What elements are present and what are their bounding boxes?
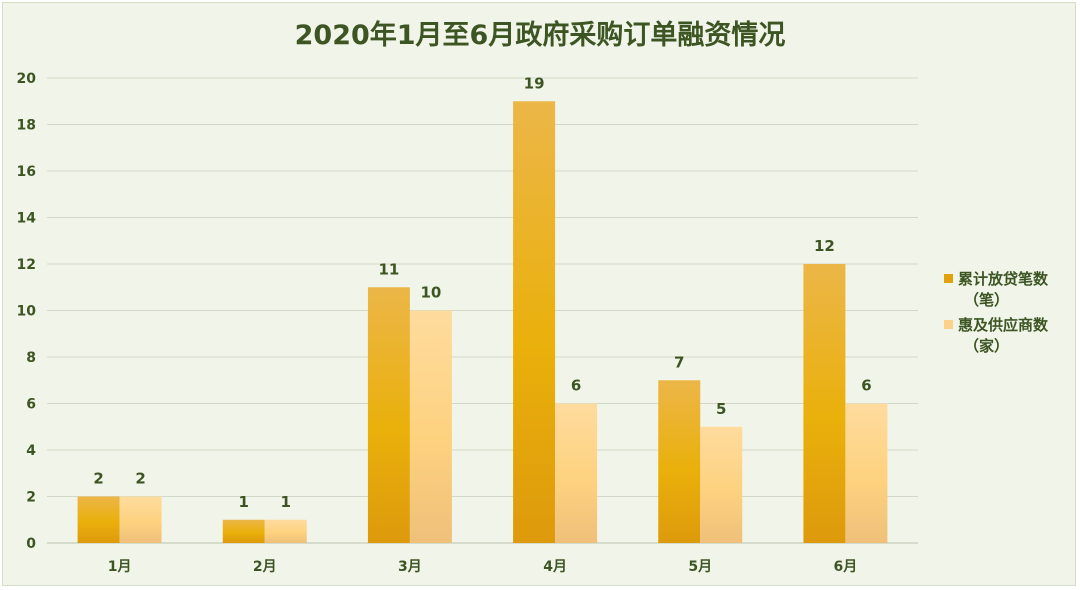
legend-swatch	[944, 274, 953, 283]
bar-series-1	[264, 519, 307, 543]
y-tick-label: 10	[17, 304, 37, 320]
y-tick-label: 14	[17, 211, 37, 227]
y-axis-ticks: 0 2 4 6 8 10 12 14 16 18 20	[17, 71, 37, 552]
bars-group	[77, 101, 888, 543]
legend-label: （家）	[964, 337, 1009, 355]
legend: 累计放贷笔数 （笔） 惠及供应商数 （家）	[944, 270, 1049, 355]
legend-label: 累计放贷笔数	[958, 270, 1049, 288]
bar-series-0	[513, 101, 556, 543]
y-tick-label: 2	[26, 490, 36, 506]
data-label: 19	[524, 74, 545, 92]
data-label: 12	[814, 237, 835, 255]
y-tick-label: 12	[17, 257, 36, 273]
x-axis-categories: 1月 2月 3月 4月 5月 6月	[108, 559, 858, 575]
x-category-label: 3月	[398, 559, 422, 575]
bar-series-0	[658, 380, 701, 543]
y-tick-label: 0	[26, 536, 36, 552]
data-label: 7	[674, 353, 684, 371]
x-category-label: 6月	[834, 559, 858, 575]
data-label: 1	[239, 493, 249, 511]
bar-series-1	[555, 403, 598, 543]
data-label: 11	[378, 260, 399, 278]
legend-label: 惠及供应商数	[958, 316, 1049, 334]
y-tick-label: 18	[17, 118, 36, 134]
y-tick-label: 16	[17, 164, 36, 180]
y-tick-label: 20	[17, 71, 37, 87]
chart-title: 2020年1月至6月政府采购订单融资情况	[295, 19, 786, 51]
bar-series-1	[119, 496, 162, 543]
data-label: 10	[420, 284, 441, 302]
bar-series-1	[409, 310, 452, 543]
data-label: 2	[93, 470, 103, 488]
legend-swatch	[944, 320, 953, 329]
legend-label: （笔）	[964, 291, 1009, 309]
y-tick-label: 4	[26, 443, 36, 459]
x-category-label: 2月	[253, 559, 277, 575]
data-label: 2	[135, 470, 145, 488]
x-category-label: 4月	[543, 559, 567, 575]
x-category-label: 1月	[108, 559, 132, 575]
data-label: 5	[716, 400, 726, 418]
bar-series-0	[222, 519, 265, 543]
bar-series-0	[367, 287, 410, 543]
bar-series-1	[700, 426, 743, 543]
grid-lines	[47, 77, 918, 544]
bar-series-1	[845, 403, 888, 543]
bar-series-0	[803, 264, 846, 543]
x-category-label: 5月	[688, 559, 712, 575]
y-tick-label: 8	[26, 350, 36, 366]
data-label: 6	[571, 377, 581, 395]
data-label: 1	[281, 493, 291, 511]
bar-series-0	[77, 496, 120, 543]
y-tick-label: 6	[26, 397, 36, 413]
data-label: 6	[861, 377, 871, 395]
